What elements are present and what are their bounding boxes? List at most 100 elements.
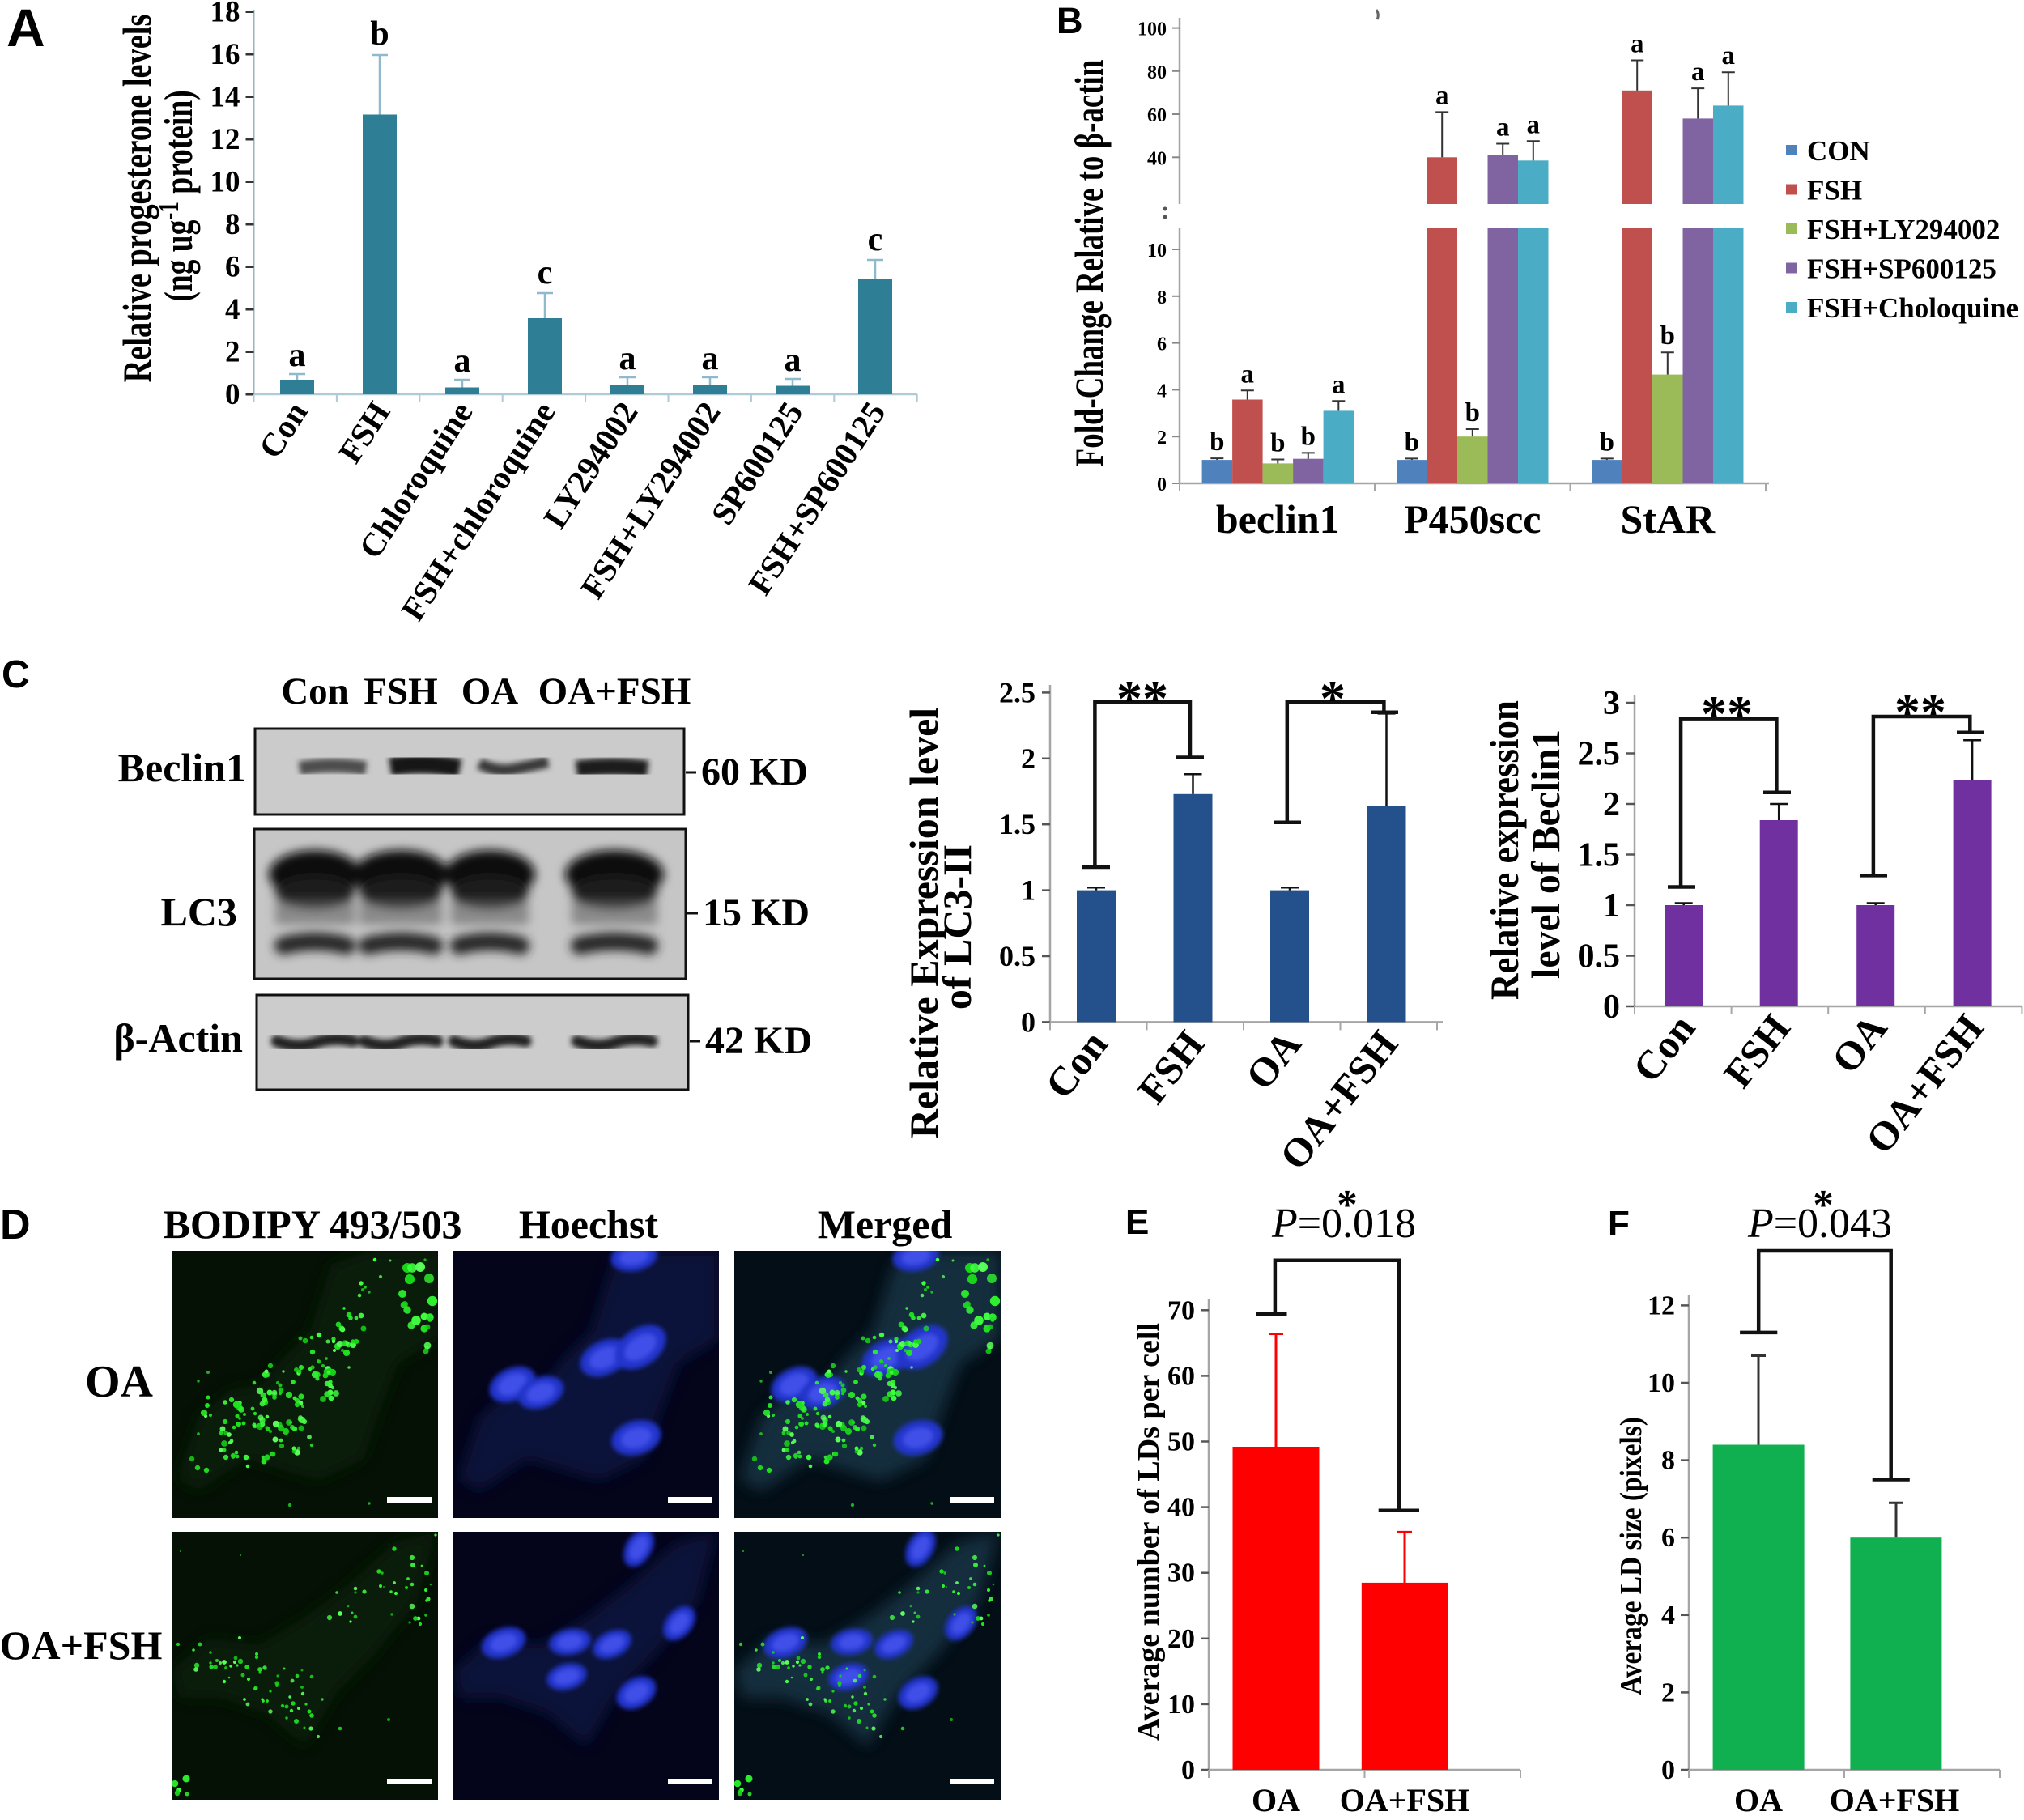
svg-text:Merged: Merged — [818, 1201, 953, 1247]
svg-text:40: 40 — [1167, 1493, 1195, 1523]
svg-text:70: 70 — [1167, 1295, 1195, 1325]
svg-text:b: b — [370, 15, 389, 53]
svg-text:0: 0 — [1603, 989, 1620, 1026]
svg-text:a: a — [785, 342, 802, 379]
svg-text:a: a — [1496, 113, 1510, 142]
svg-text:*: * — [1337, 1182, 1358, 1228]
svg-text:a: a — [702, 340, 719, 377]
svg-text:1.5: 1.5 — [999, 808, 1035, 840]
svg-text:LC3: LC3 — [161, 889, 237, 934]
svg-text:0: 0 — [225, 378, 240, 411]
svg-text:4: 4 — [1157, 381, 1167, 402]
svg-text:10: 10 — [1648, 1368, 1675, 1398]
svg-text:2: 2 — [1661, 1678, 1675, 1707]
svg-text:0: 0 — [1181, 1755, 1195, 1785]
svg-text:10: 10 — [210, 166, 240, 199]
svg-text:2.5: 2.5 — [999, 676, 1035, 708]
svg-text:FSH+Choloquine: FSH+Choloquine — [1807, 292, 2018, 324]
svg-text:2: 2 — [1157, 427, 1167, 449]
svg-text:2: 2 — [1021, 742, 1035, 775]
svg-text:a: a — [289, 337, 306, 374]
svg-text:P=0.018: P=0.018 — [1271, 1201, 1416, 1247]
svg-text:b: b — [1301, 422, 1316, 451]
svg-text:Con: Con — [281, 670, 349, 712]
svg-text:of LC3-II: of LC3-II — [934, 844, 980, 1010]
svg-text:2: 2 — [1603, 786, 1620, 823]
svg-text:60: 60 — [1167, 1361, 1195, 1391]
svg-text:C: C — [2, 653, 30, 696]
svg-text:P450scc: P450scc — [1404, 496, 1541, 542]
svg-text:a: a — [1435, 81, 1449, 110]
svg-text:12: 12 — [210, 123, 240, 156]
svg-text:OA: OA — [1734, 1782, 1783, 1816]
svg-text:OA+FSH: OA+FSH — [1830, 1782, 1960, 1816]
svg-text:60 KD: 60 KD — [701, 751, 808, 793]
svg-text:Relative progesterone levels: Relative progesterone levels — [114, 15, 159, 383]
svg-text:beclin1: beclin1 — [1216, 496, 1340, 542]
svg-text:0.5: 0.5 — [999, 940, 1035, 972]
svg-text:A: A — [6, 0, 45, 57]
svg-text:16: 16 — [210, 38, 240, 71]
svg-text:OA: OA — [1252, 1782, 1300, 1816]
svg-text:0: 0 — [1157, 474, 1167, 495]
svg-text:F: F — [1608, 1204, 1630, 1244]
svg-text:FSH: FSH — [364, 670, 437, 712]
svg-text:1.5: 1.5 — [1578, 837, 1621, 874]
svg-text:3: 3 — [1603, 685, 1620, 722]
svg-text:c: c — [868, 221, 883, 258]
svg-text:OA: OA — [85, 1357, 154, 1407]
svg-text:30: 30 — [1167, 1558, 1195, 1588]
svg-text:**: ** — [1116, 670, 1168, 727]
svg-text:1: 1 — [1021, 874, 1035, 907]
svg-text:FSH+SP600125: FSH+SP600125 — [1807, 253, 1996, 285]
svg-text:14: 14 — [210, 81, 240, 114]
svg-text:6: 6 — [1661, 1523, 1675, 1553]
svg-text:Relative expression: Relative expression — [1483, 700, 1528, 1000]
svg-text:OA+FSH: OA+FSH — [538, 670, 691, 712]
svg-text:*: * — [1320, 670, 1346, 727]
svg-text:Relative Expression level: Relative Expression level — [901, 708, 946, 1138]
svg-text:b: b — [1405, 427, 1419, 457]
svg-text:0: 0 — [1021, 1006, 1035, 1038]
svg-text:100: 100 — [1137, 19, 1167, 40]
svg-text:**: ** — [1701, 685, 1753, 742]
svg-text:10: 10 — [1167, 1690, 1195, 1720]
svg-text:OA+FSH: OA+FSH — [0, 1622, 162, 1668]
svg-text:20: 20 — [1167, 1624, 1195, 1654]
svg-text:b: b — [1600, 427, 1614, 457]
svg-text:a: a — [454, 342, 471, 380]
svg-text:8: 8 — [1661, 1446, 1675, 1476]
svg-text:a: a — [619, 340, 636, 377]
svg-text:D: D — [0, 1201, 31, 1248]
svg-text:1: 1 — [1603, 887, 1620, 925]
svg-text:2.5: 2.5 — [1578, 736, 1621, 773]
svg-text:6: 6 — [225, 251, 240, 284]
svg-text:a: a — [1332, 370, 1346, 399]
svg-text:a: a — [1691, 57, 1705, 87]
svg-text:8: 8 — [225, 208, 240, 241]
svg-text:P=0.043: P=0.043 — [1747, 1201, 1892, 1247]
svg-text:c: c — [538, 254, 553, 291]
svg-text:Fold-Change Relative to β-acti: Fold-Change Relative to β-actin — [1067, 60, 1112, 467]
svg-text:Hoechst: Hoechst — [519, 1201, 659, 1247]
svg-text:β-Actin: β-Actin — [113, 1015, 243, 1061]
svg-text:E: E — [1125, 1202, 1149, 1242]
svg-text:level of Beclin1: level of Beclin1 — [1523, 729, 1568, 979]
svg-text:10: 10 — [1147, 240, 1167, 262]
svg-text:b: b — [1465, 398, 1480, 427]
svg-text:2: 2 — [225, 336, 240, 369]
svg-text:18: 18 — [210, 0, 240, 29]
svg-text:60: 60 — [1147, 105, 1167, 126]
svg-text:b: b — [1270, 429, 1285, 458]
svg-text:a: a — [1631, 30, 1644, 59]
svg-text:*: * — [1813, 1182, 1834, 1228]
svg-text:Average LD size (pixels): Average LD size (pixels) — [1614, 1417, 1648, 1695]
svg-text:a: a — [1241, 359, 1255, 389]
svg-text:42 KD: 42 KD — [705, 1019, 812, 1062]
svg-text:OA: OA — [461, 670, 519, 712]
svg-text:4: 4 — [1661, 1601, 1675, 1631]
svg-text:4: 4 — [225, 293, 240, 326]
svg-text:FSH: FSH — [1807, 175, 1862, 206]
svg-text:12: 12 — [1648, 1291, 1675, 1320]
svg-text:50: 50 — [1167, 1427, 1195, 1457]
